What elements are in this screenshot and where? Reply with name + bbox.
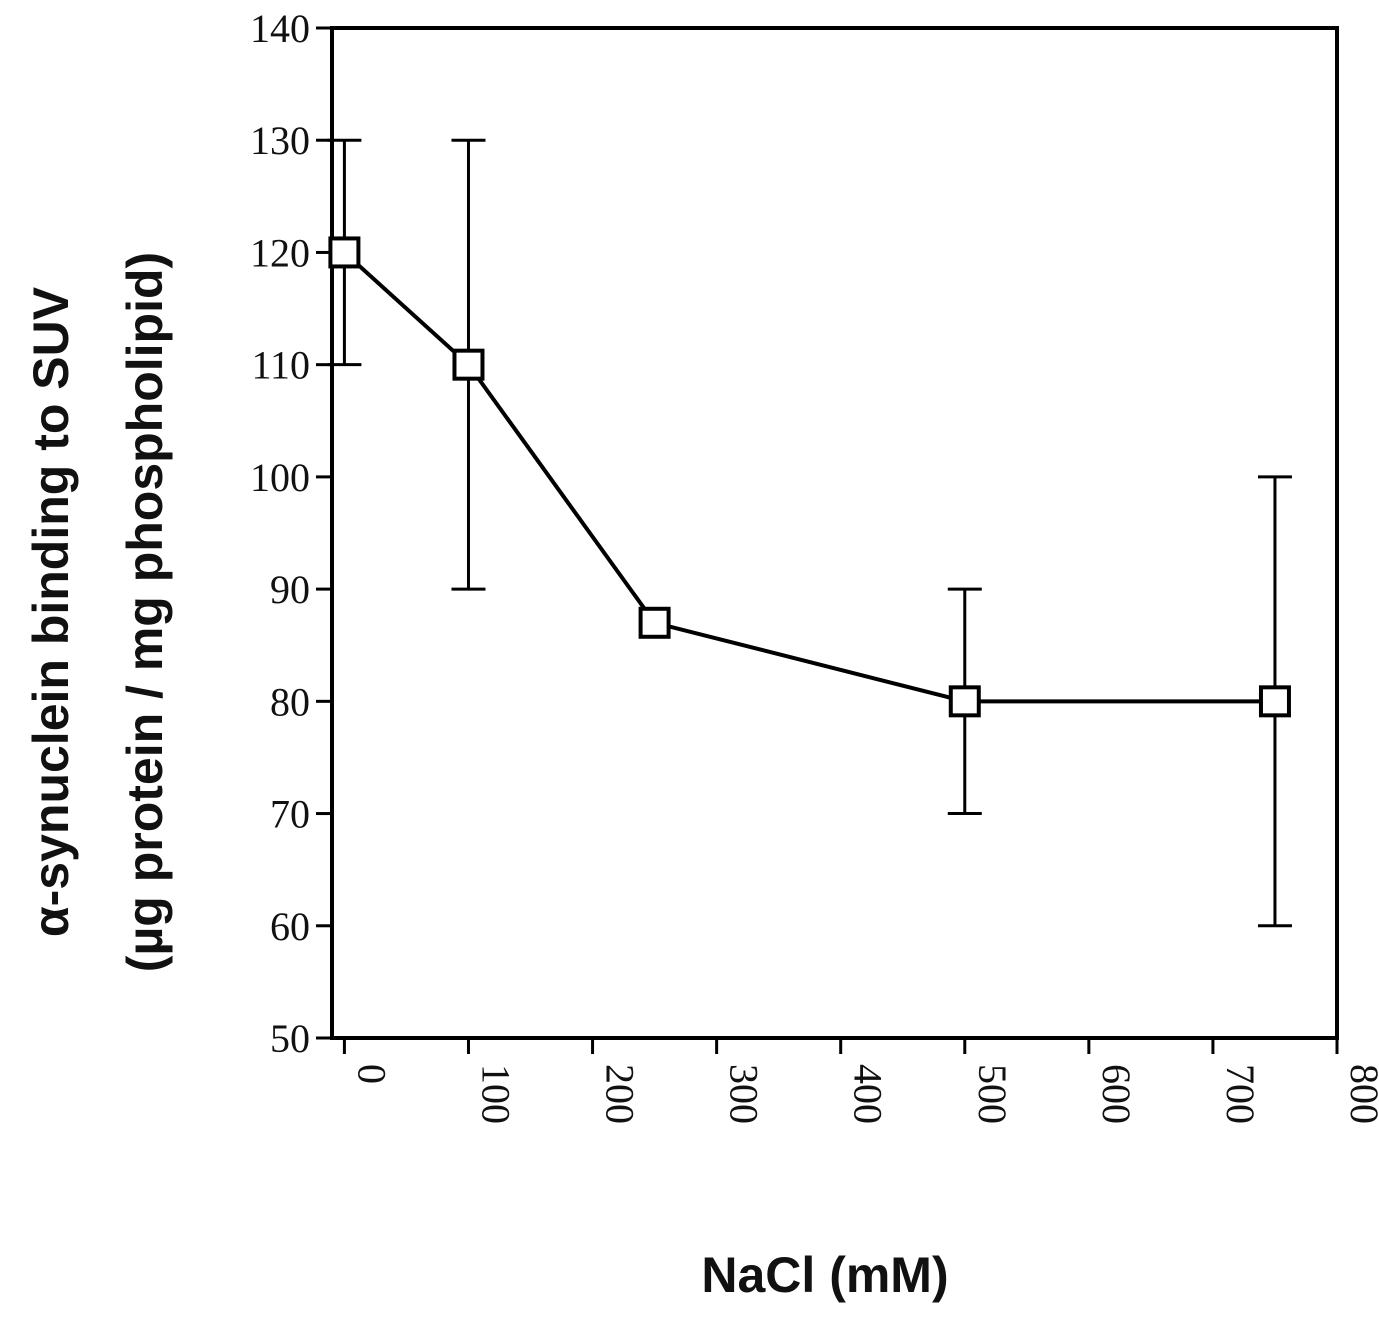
plot-area (330, 26, 1339, 1040)
series-line (343, 250, 1275, 704)
y-axis-title-line1: α-synuclein binding to SUV (23, 286, 79, 937)
x-tick-label: 200 (598, 1064, 643, 1124)
data-point-marker (1258, 685, 1291, 718)
x-tick-label: 0 (349, 1064, 394, 1084)
y-tick-label: 120 (250, 230, 310, 275)
y-tick-label: 130 (250, 118, 310, 163)
y-tick-label: 110 (251, 343, 310, 388)
x-tick-label: 700 (1218, 1064, 1263, 1124)
y-tick-label: 140 (250, 6, 310, 51)
x-tick-label: 300 (722, 1064, 767, 1124)
x-axis-title: NaCl (mM) (701, 1247, 948, 1303)
x-tick-label: 100 (473, 1064, 518, 1124)
data-point-marker (638, 606, 671, 639)
y-axis-title-line2: (µg protein / mg phospholipid) (117, 252, 173, 972)
x-tick-label: 500 (970, 1064, 1015, 1124)
y-axis-ticks: 50 60 70 80 90 100 110 120 130 140 (250, 6, 332, 1061)
x-tick-label: 400 (846, 1064, 891, 1124)
data-point-marker (948, 685, 981, 718)
y-tick-label: 70 (270, 792, 310, 837)
y-tick-label: 100 (250, 455, 310, 500)
y-tick-label: 80 (270, 679, 310, 724)
data-point-marker (452, 348, 485, 381)
x-axis-ticks: 0 100 200 300 400 500 600 700 800 (342, 1038, 1379, 1124)
y-tick-label: 60 (270, 904, 310, 949)
plot-frame (330, 26, 1339, 1040)
x-tick-label: 600 (1094, 1064, 1139, 1124)
data-point-marker (328, 236, 361, 269)
x-tick-label: 800 (1342, 1064, 1379, 1124)
y-tick-label: 90 (270, 567, 310, 612)
data-series (327, 138, 1292, 928)
y-tick-label: 50 (270, 1016, 310, 1061)
